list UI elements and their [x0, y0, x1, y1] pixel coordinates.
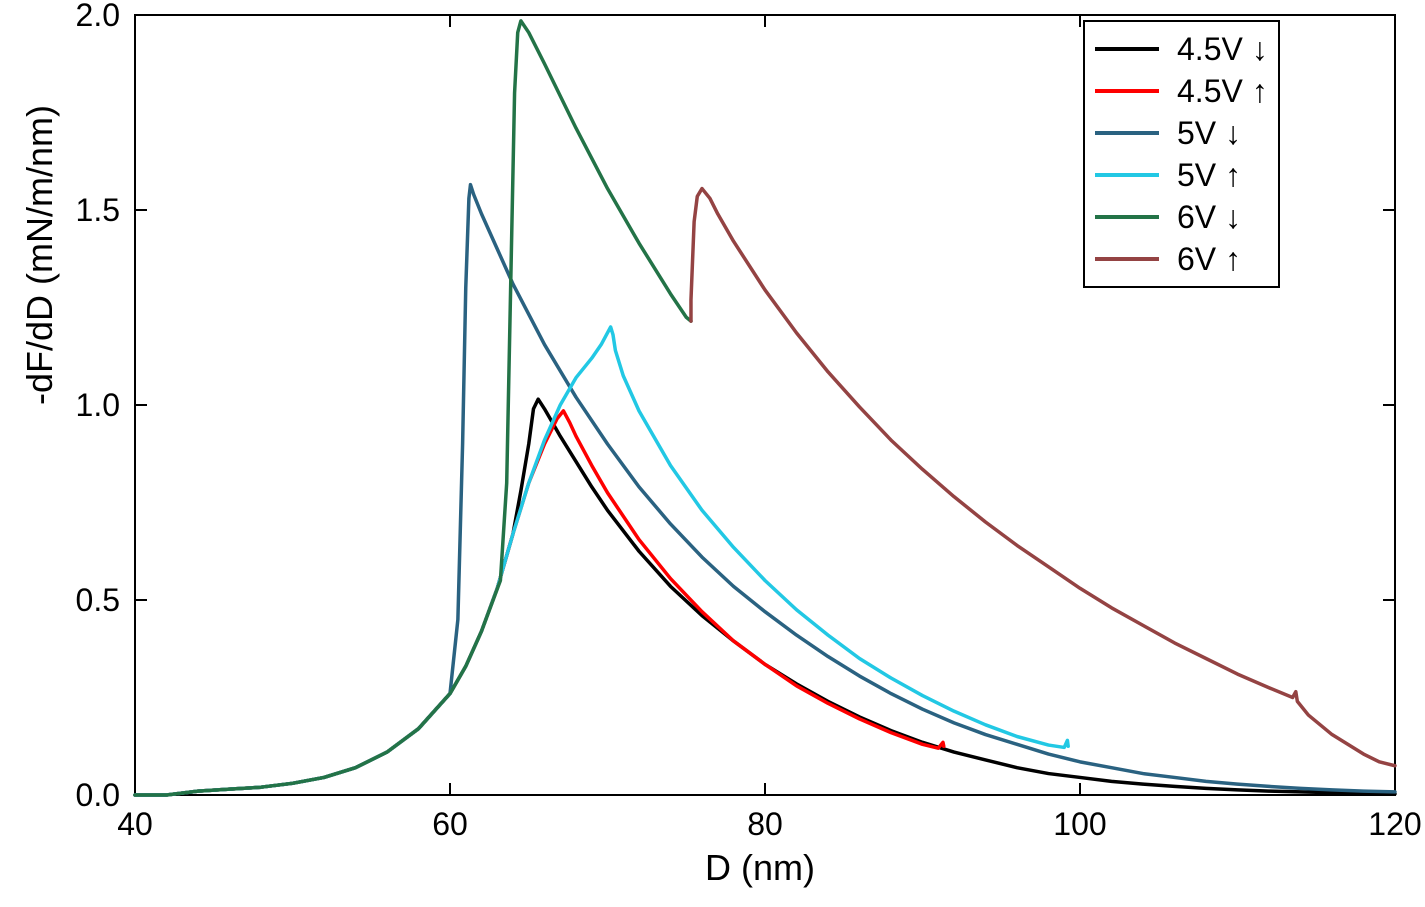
svg-text:120: 120	[1368, 806, 1421, 842]
svg-text:80: 80	[747, 806, 783, 842]
svg-text:40: 40	[117, 806, 153, 842]
svg-text:0.5: 0.5	[76, 582, 120, 618]
legend-label: 4.5V ↓	[1177, 31, 1268, 68]
legend-item: 4.5V ↓	[1095, 28, 1268, 70]
legend-item: 4.5V ↑	[1095, 70, 1268, 112]
x-axis-label: D (nm)	[705, 847, 815, 889]
svg-text:100: 100	[1053, 806, 1106, 842]
svg-text:1.5: 1.5	[76, 192, 120, 228]
legend-swatch	[1095, 215, 1159, 219]
svg-text:60: 60	[432, 806, 468, 842]
legend-label: 6V ↑	[1177, 241, 1241, 278]
legend: 4.5V ↓ 4.5V ↑ 5V ↓ 5V ↑ 6V ↓ 6V ↑	[1083, 20, 1280, 288]
legend-item: 5V ↑	[1095, 154, 1268, 196]
legend-item: 5V ↓	[1095, 112, 1268, 154]
legend-swatch	[1095, 257, 1159, 261]
legend-label: 6V ↓	[1177, 199, 1241, 236]
svg-text:0.0: 0.0	[76, 777, 120, 813]
legend-item: 6V ↑	[1095, 238, 1268, 280]
legend-item: 6V ↓	[1095, 196, 1268, 238]
legend-swatch	[1095, 131, 1159, 135]
y-axis-label: -dF/dD (mN/m/nm)	[19, 105, 61, 405]
chart-container: 40 60 80 100 120 0.0 0.5 1.0 1.5 2.0 4.5V ↓ 4.5V ↑…	[0, 0, 1425, 907]
legend-label: 5V ↓	[1177, 115, 1241, 152]
svg-text:1.0: 1.0	[76, 387, 120, 423]
legend-label: 5V ↑	[1177, 157, 1241, 194]
svg-text:2.0: 2.0	[76, 0, 120, 33]
legend-swatch	[1095, 47, 1159, 51]
legend-swatch	[1095, 173, 1159, 177]
legend-label: 4.5V ↑	[1177, 73, 1268, 110]
legend-swatch	[1095, 89, 1159, 93]
